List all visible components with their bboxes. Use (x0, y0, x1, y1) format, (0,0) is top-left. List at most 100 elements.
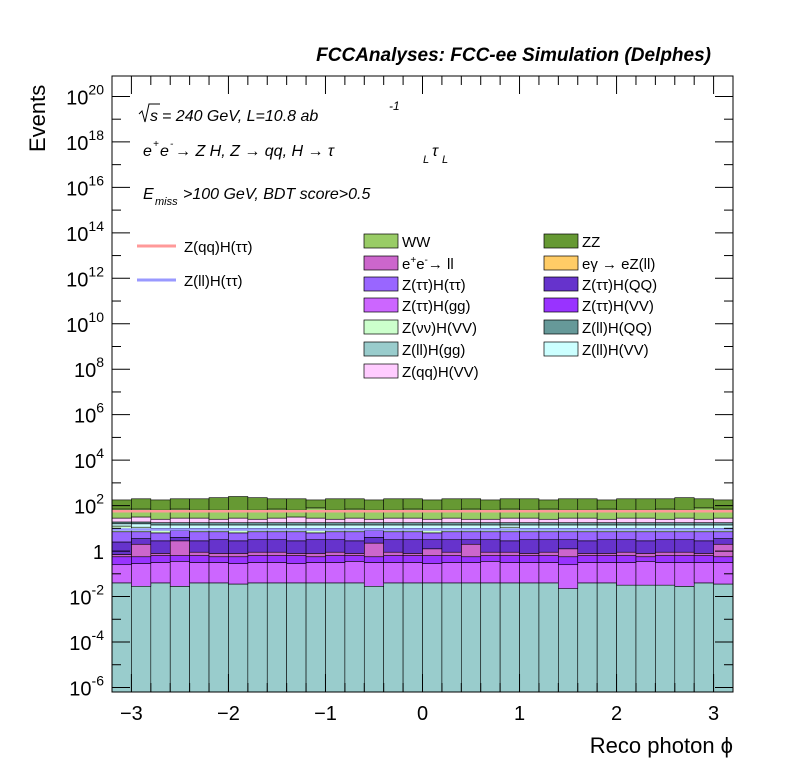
bar-z-h-gg-bin-9 (286, 563, 307, 584)
bar-zz-bin-0 (111, 499, 132, 510)
bar-z-h-qq-bin-14 (383, 539, 404, 553)
legend-label-ww: WW (402, 234, 431, 251)
bar-e-e-ll-bin-10 (305, 553, 326, 558)
bar-z-ll-h-gg-bin-12 (344, 582, 365, 693)
bar-z-ll-h-qq-bin-31 (713, 522, 734, 526)
bar-z-ll-h-gg-bin-24 (577, 582, 598, 693)
legend-label-sig-ll: Z(ll)H(ττ) (184, 273, 243, 290)
bar-z-h-qq-bin-17 (441, 539, 462, 553)
bar-z-h-vv-bin-6 (228, 556, 249, 564)
bar-z-ll-h-qq-bin-7 (247, 522, 268, 526)
bar-z-h-vv-bin-24 (577, 555, 598, 563)
bar-z-h-gg-bin-14 (383, 562, 404, 584)
bar-z-h-vv-bin-14 (383, 555, 404, 563)
bar-z-ll-h-gg-bin-27 (635, 582, 656, 693)
bar-zz-bin-14 (383, 498, 404, 511)
bar-z-h-qq-bin-6 (228, 540, 249, 554)
bar-z-ll-h-gg-bin-17 (441, 582, 462, 693)
bar-z-h-bin-9 (286, 531, 307, 542)
legend-swatch-zllhvv (543, 341, 579, 357)
x-tick-label: 3 (708, 703, 719, 725)
bar-z-h-vv-bin-1 (131, 556, 152, 564)
bar-z-ll-h-gg-bin-0 (111, 582, 132, 693)
bar-z-ll-h-gg-bin-2 (150, 582, 171, 693)
bar-z-h-bin-3 (169, 530, 190, 538)
y-tick-label: 104 (74, 445, 104, 473)
bar-zz-bin-16 (422, 499, 443, 511)
bar-z-ll-h-gg-bin-9 (286, 582, 307, 693)
bar-z-ll-h-gg-bin-7 (247, 582, 268, 693)
bar-z-ll-h-vv-bin-15 (402, 524, 423, 529)
bar-z-qq-h-vv-bin-29 (674, 517, 695, 523)
bar-z-ll-h-vv-bin-29 (674, 524, 695, 529)
bar-z-ll-h-qq-bin-18 (461, 522, 482, 526)
bar-e-e-ll-bin-4 (189, 551, 210, 556)
bar-e-e-ll-bin-9 (286, 553, 307, 556)
svg-text:E: E (143, 186, 154, 203)
bar-z-h-gg-bin-26 (616, 562, 637, 586)
bar-z-ll-h-gg-bin-23 (558, 582, 579, 693)
bar-z-qq-h-vv-bin-2 (150, 518, 171, 523)
bar-z-h-qq-bin-11 (325, 539, 346, 553)
bar-zz-bin-6 (228, 496, 249, 512)
bar-z-h-vv-bin-15 (402, 555, 423, 563)
bar-z-h-qq-bin-9 (286, 540, 307, 554)
bar-z-h-vv-bin-0 (111, 556, 132, 566)
bar-z-h-bin-26 (616, 531, 637, 541)
bar-z-h-qq-bin-12 (344, 540, 365, 554)
bar-z-h-bin-20 (499, 531, 520, 542)
bar-z-ll-h-gg-bin-26 (616, 582, 637, 693)
bar-zz-bin-26 (616, 498, 637, 511)
bar-z-ll-h-vv-bin-5 (208, 524, 229, 529)
bar-z-h-gg-bin-8 (266, 562, 287, 584)
bar-zz-bin-10 (305, 499, 326, 509)
bar-zz-bin-3 (169, 498, 190, 510)
bar-z-h-gg-bin-31 (713, 562, 734, 585)
bar-z-h-vv-bin-7 (247, 555, 268, 563)
bar-z-qq-h-vv-bin-0 (111, 517, 132, 523)
bar-z-h-qq-bin-18 (461, 539, 482, 545)
bar-e-e-ll-bin-18 (461, 543, 482, 558)
bar-z-qq-h-vv-bin-13 (363, 518, 384, 523)
bar-z-h-vv-bin-10 (305, 556, 326, 563)
bar-e-e-ll-bin-5 (208, 553, 229, 558)
bar-e-e-ll-bin-2 (150, 553, 171, 556)
bar-z-ll-h-qq-bin-25 (596, 522, 617, 526)
bar-z-h-gg-bin-20 (499, 562, 520, 584)
bar-z-h-bin-7 (247, 531, 268, 541)
legend-label-zqqhvv: Z(qq)H(VV) (402, 364, 479, 381)
bar-z-ll-h-qq-bin-6 (228, 522, 249, 526)
bar-z-qq-h-vv-bin-10 (305, 517, 326, 523)
bar-z-h-vv-bin-26 (616, 555, 637, 563)
bar-z-qq-h-vv-bin-18 (461, 518, 482, 523)
legend: Z(qq)H(ττ) Z(ll)H(ττ) WW e+e-→ ll Z(ττ)H… (137, 233, 657, 381)
bar-z-ll-h-gg-bin-29 (674, 585, 695, 693)
y-tick-label: 1010 (66, 309, 104, 337)
bar-z-qq-h-vv-bin-28 (655, 518, 676, 523)
bar-z-h-qq-bin-8 (266, 539, 287, 553)
bar-z-ll-h-vv-bin-31 (713, 524, 734, 529)
bar-z-ll-h-vv-bin-11 (325, 524, 346, 529)
bar-z-ll-h-qq-bin-5 (208, 522, 229, 526)
x-tick-label: 2 (611, 703, 622, 725)
bar-z-ll-h-gg-bin-14 (383, 582, 404, 693)
bar-e-e-ll-bin-20 (499, 551, 520, 556)
bar-z-h-vv-bin-28 (655, 555, 676, 563)
bar-z-qq-h-vv-bin-14 (383, 517, 404, 523)
bar-z-h-gg-bin-4 (189, 562, 210, 584)
svg-text:→ Z H, Z → qq, H → τ: → Z H, Z → qq, H → τ (175, 143, 335, 160)
bar-zz-bin-31 (713, 499, 734, 510)
stack-layer-z-h-gg (111, 560, 734, 589)
bar-z-h-bin-4 (189, 531, 210, 542)
y-tick-label: 1 (93, 542, 104, 564)
bar-z-ll-h-qq-bin-21 (519, 522, 540, 526)
bar-z-qq-h-vv-bin-24 (577, 517, 598, 523)
x-tick-label: 1 (514, 703, 525, 725)
bar-z-ll-h-qq-bin-12 (344, 522, 365, 526)
bar-e-e-ll-bin-19 (480, 551, 501, 556)
bar-e-e-ll-bin-26 (616, 551, 637, 556)
bar-z-qq-h-vv-bin-26 (616, 517, 637, 523)
bar-z-qq-h-vv-bin-1 (131, 516, 152, 523)
bar-zz-bin-22 (538, 499, 559, 510)
bar-z-ll-h-gg-bin-21 (519, 582, 540, 693)
